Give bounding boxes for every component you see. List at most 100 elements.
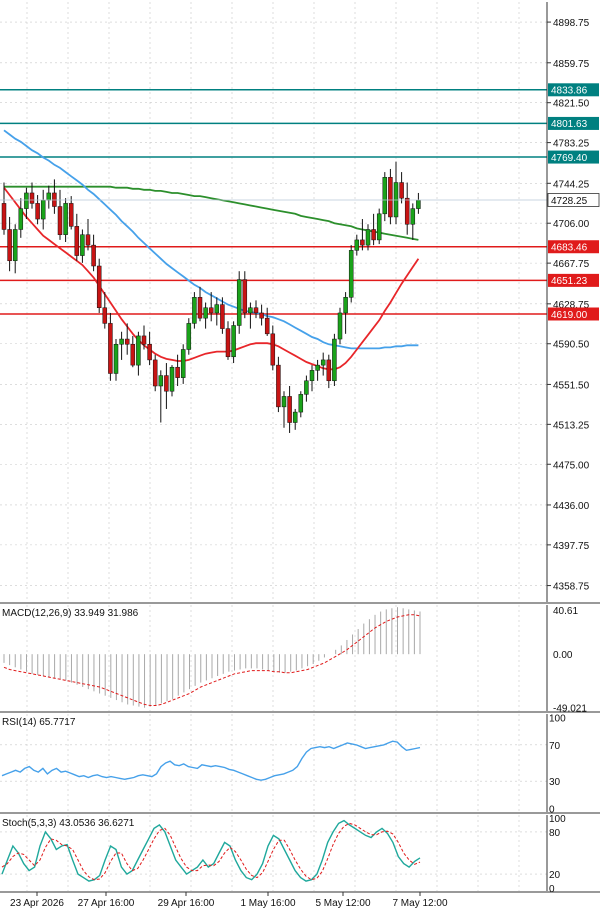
candle-body[interactable] bbox=[410, 208, 416, 225]
candle-body[interactable] bbox=[253, 307, 259, 314]
candle-body[interactable] bbox=[360, 239, 365, 246]
candle-body[interactable] bbox=[7, 229, 12, 262]
price-y-tick-label: 4436.00 bbox=[553, 501, 590, 512]
candle-body[interactable] bbox=[46, 192, 52, 201]
candle-body[interactable] bbox=[214, 304, 220, 314]
price-panel[interactable]: 4898.75 4859.75 4821.50 4783.25 4744.25 4706.… bbox=[0, 18, 600, 593]
candle-body[interactable] bbox=[63, 203, 68, 235]
candle-body[interactable] bbox=[169, 366, 175, 392]
candle-body[interactable] bbox=[320, 359, 326, 366]
candle-body[interactable] bbox=[68, 203, 74, 227]
price-y-tick-label: 4513.25 bbox=[553, 420, 590, 431]
candle-body[interactable] bbox=[376, 213, 382, 241]
x-tick-label: 1 May 16:00 bbox=[240, 898, 295, 909]
candle-body[interactable] bbox=[152, 359, 158, 387]
candle-body[interactable] bbox=[292, 411, 298, 423]
candle-body[interactable] bbox=[147, 344, 152, 361]
candle-body[interactable] bbox=[29, 192, 35, 204]
candle-body[interactable] bbox=[343, 297, 348, 314]
candle-body[interactable] bbox=[270, 333, 276, 366]
candle-body[interactable] bbox=[298, 394, 304, 413]
candle-body[interactable] bbox=[1, 203, 7, 230]
rsi-y-tick-label: 0 bbox=[549, 804, 555, 815]
candle-body[interactable] bbox=[175, 366, 180, 378]
rsi-panel[interactable]: 100 70 30 0 RSI(14) 65.7717 bbox=[0, 714, 566, 816]
candle-body[interactable] bbox=[242, 279, 248, 314]
candle-body[interactable] bbox=[276, 364, 281, 408]
candle-body[interactable] bbox=[309, 370, 315, 382]
candle-body[interactable] bbox=[404, 197, 410, 225]
macd-y-tick-label: 40.61 bbox=[553, 606, 578, 617]
candle-body[interactable] bbox=[304, 380, 309, 395]
candle-body[interactable] bbox=[281, 396, 287, 408]
candle-body[interactable] bbox=[12, 229, 18, 262]
candle-body[interactable] bbox=[180, 349, 186, 378]
candle-body[interactable] bbox=[315, 364, 320, 371]
candle-body[interactable] bbox=[388, 177, 393, 218]
candle-body[interactable] bbox=[259, 312, 264, 319]
macd-panel[interactable]: 40.61 0.00 -49.021 MACD(12,26,9) 33.949 31.… bbox=[2, 606, 587, 715]
resistance-price-tag bbox=[548, 150, 599, 164]
price-y-tick-label: 4706.00 bbox=[553, 219, 590, 230]
candle-body[interactable] bbox=[348, 250, 354, 298]
candle-body[interactable] bbox=[365, 229, 371, 246]
candle-body[interactable] bbox=[91, 244, 96, 267]
candle-body[interactable] bbox=[158, 375, 164, 387]
candle-body[interactable] bbox=[40, 200, 46, 220]
candle-body[interactable] bbox=[80, 234, 85, 256]
candle-body[interactable] bbox=[24, 192, 29, 209]
x-tick-label: 27 Apr 16:00 bbox=[78, 898, 135, 909]
candle-body[interactable] bbox=[57, 206, 63, 235]
price-y-tick-label: 4397.75 bbox=[553, 541, 590, 552]
candle-body[interactable] bbox=[113, 344, 119, 374]
ma-fast-line bbox=[3, 187, 420, 371]
price-y-tick-label: 4628.75 bbox=[553, 300, 590, 311]
price-y-tick-label: 4898.75 bbox=[553, 18, 590, 29]
stoch-title: Stoch(5,3,3) 43.0536 36.6271 bbox=[2, 818, 135, 829]
support-price-tag bbox=[548, 307, 599, 321]
x-tick-label: 23 Apr 2026 bbox=[10, 898, 64, 909]
support-price-label: 4651.23 bbox=[551, 276, 588, 287]
support-price-label: 4683.46 bbox=[551, 243, 588, 254]
candle-body[interactable] bbox=[197, 297, 203, 319]
support-price-tag bbox=[548, 273, 599, 287]
candle-body[interactable] bbox=[74, 226, 80, 256]
candle-body[interactable] bbox=[102, 307, 108, 324]
candle-body[interactable] bbox=[220, 304, 225, 329]
candle-body[interactable] bbox=[399, 182, 404, 199]
candle-body[interactable] bbox=[108, 323, 113, 374]
candle-body[interactable] bbox=[119, 338, 124, 345]
candle-body[interactable] bbox=[354, 239, 360, 251]
candle-body[interactable] bbox=[337, 312, 343, 340]
candle-body[interactable] bbox=[287, 396, 292, 423]
candle-body[interactable] bbox=[136, 335, 141, 366]
price-y-tick-label: 4859.75 bbox=[553, 59, 590, 70]
rsi-y-tick-label: 30 bbox=[549, 777, 561, 788]
candle-body[interactable] bbox=[96, 265, 102, 308]
candle-body[interactable] bbox=[192, 297, 197, 324]
candle-body[interactable] bbox=[231, 325, 236, 358]
candle-body[interactable] bbox=[225, 328, 231, 358]
candle-body[interactable] bbox=[141, 335, 147, 345]
candle-body[interactable] bbox=[186, 323, 192, 350]
stoch-panel[interactable]: 100 80 20 0 Stoch(5,3,3) 43.0536 36.6271 bbox=[0, 814, 566, 895]
candle-body[interactable] bbox=[18, 208, 24, 230]
candle-body[interactable] bbox=[164, 375, 169, 392]
candle-body[interactable] bbox=[208, 307, 214, 314]
candle-body[interactable] bbox=[416, 200, 421, 209]
candle-body[interactable] bbox=[248, 307, 253, 314]
candle-body[interactable] bbox=[124, 338, 130, 345]
candle-body[interactable] bbox=[236, 279, 242, 326]
candle-body[interactable] bbox=[203, 307, 208, 319]
candle-body[interactable] bbox=[85, 234, 91, 246]
price-y-tick-label: 4475.00 bbox=[553, 460, 590, 471]
candle-body[interactable] bbox=[326, 359, 332, 382]
candle-body[interactable] bbox=[130, 344, 136, 366]
candle-body[interactable] bbox=[382, 177, 388, 215]
candle-body[interactable] bbox=[35, 203, 40, 220]
candle-body[interactable] bbox=[371, 229, 376, 241]
candle-body[interactable] bbox=[264, 317, 270, 335]
rsi-title: RSI(14) 65.7717 bbox=[2, 717, 76, 728]
candle-body[interactable] bbox=[332, 338, 337, 382]
